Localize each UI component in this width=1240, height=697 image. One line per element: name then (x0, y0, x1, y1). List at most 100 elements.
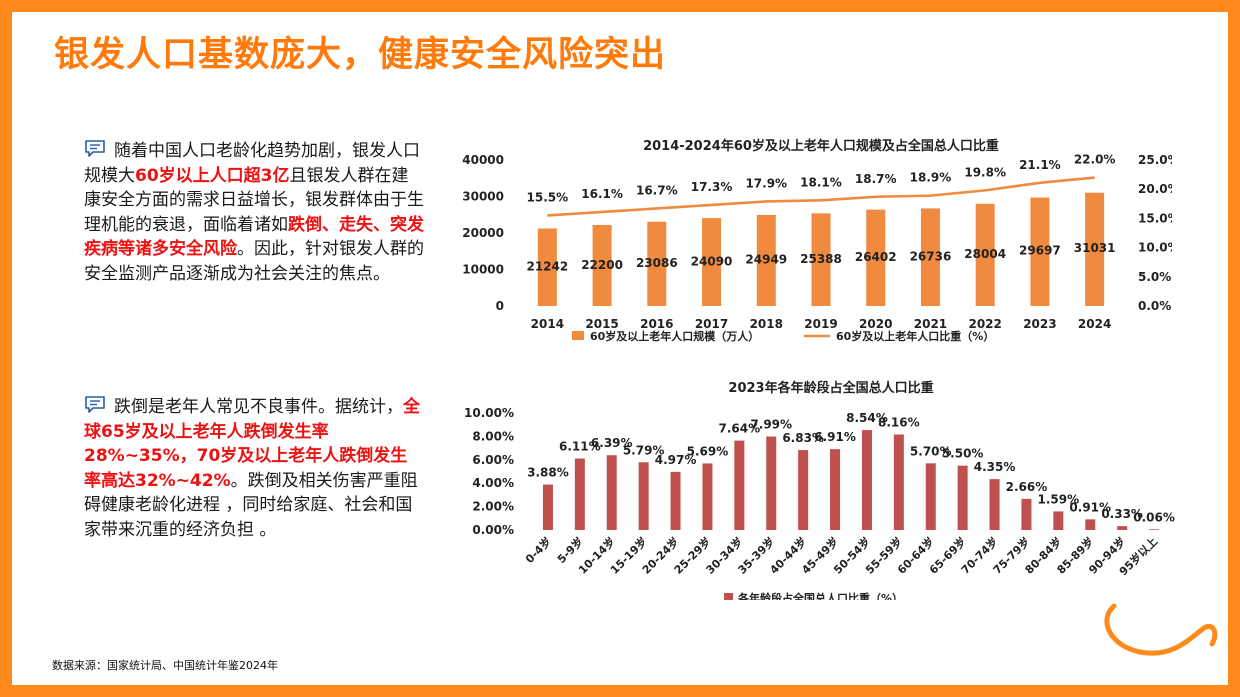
highlight-text: 全球65岁及以上老年人跌倒发生率28%~35%，70岁及以上老年人跌倒发生率高达… (84, 397, 420, 491)
x-tick-label: 2020 (859, 317, 892, 331)
highlight-text: 60岁以上人口超3亿 (135, 165, 290, 186)
y-tick-left: 40000 (462, 153, 504, 167)
body-text: 跌倒是老年人常见不良事件。据统计， (114, 397, 403, 417)
bar-data-label: 29697 (1019, 244, 1061, 258)
decorative-swoosh-icon (1104, 603, 1218, 656)
bar-data-label: 0.33% (1101, 507, 1143, 521)
bar-data-label: 31031 (1074, 241, 1116, 255)
y-tick-right: 20.0% (1138, 182, 1172, 196)
bar (957, 465, 968, 530)
chart-population-trend: 2014-2024年60岁及以上老年人口规模及占全国总人口比重 0 10000 200… (462, 138, 1172, 343)
bar (798, 450, 809, 530)
bar (606, 455, 617, 530)
chat-icon (85, 396, 105, 413)
bar-data-label: 23086 (636, 256, 678, 270)
bar (638, 462, 649, 530)
bar (1021, 498, 1032, 530)
x-tick-label: 2023 (1023, 317, 1056, 331)
bar-data-label: 0.06% (1133, 510, 1175, 524)
bar-data-label: 1.59% (1038, 492, 1080, 506)
bar (830, 449, 841, 530)
page-title: 银发人口基数庞大，健康安全风险突出 (54, 35, 667, 75)
bar (647, 221, 667, 306)
y-tick-right: 10.0% (1138, 241, 1172, 255)
x-tick-label: 2019 (804, 317, 837, 331)
bar (542, 484, 553, 530)
bar-data-label: 5.79% (623, 443, 665, 457)
legend-label-line: 60岁及以上老年人口比重（%） (836, 329, 994, 343)
bar-data-label: 24949 (745, 253, 787, 267)
bar (702, 218, 722, 306)
bar (766, 436, 777, 530)
y-tick: 10.00% (464, 406, 514, 420)
line-data-label: 15.5% (527, 190, 569, 204)
bar (989, 479, 1000, 530)
bar-data-label: 5.70% (910, 444, 952, 458)
bar-data-label: 6.39% (591, 436, 633, 450)
x-tick-label: 2021 (914, 317, 947, 331)
bar-data-label: 8.16% (878, 416, 920, 430)
bar-data-label: 24090 (691, 254, 733, 268)
y-tick: 6.00% (472, 453, 514, 467)
bar-data-label: 0.91% (1069, 500, 1111, 514)
line-data-label: 22.0% (1074, 153, 1116, 167)
paragraph-fall-risk: 跌倒是老年人常见不良事件。据统计，全球65岁及以上老年人跌倒发生率28%~35%… (84, 395, 424, 542)
body-text: 。因此，针对银发人群的安全监测产品逐渐成为社会关注的焦点。 (84, 239, 424, 284)
highlight-text: 跌倒、走失、突发疾病等诸多安全风险 (84, 214, 424, 260)
bar (1085, 192, 1105, 306)
bar (670, 471, 681, 530)
y-tick-left: 30000 (462, 190, 504, 204)
line-data-label: 17.3% (691, 180, 733, 194)
bar-data-label: 7.64% (719, 422, 761, 436)
line-data-label: 21.1% (1019, 158, 1061, 172)
bar-data-label: 7.99% (750, 418, 792, 432)
bar-data-label: 4.97% (655, 453, 697, 467)
x-tick-label: 2014 (531, 317, 564, 331)
y-tick-left: 10000 (462, 263, 504, 277)
x-tick-label: 2017 (695, 317, 728, 331)
bar (537, 228, 557, 306)
legend-swatch (724, 593, 733, 600)
bar (811, 213, 831, 306)
legend-swatch-bar (572, 331, 584, 340)
legend-label-bar: 60岁及以上老年人口规模（万人） (590, 329, 759, 343)
bar-data-label: 6.83% (782, 431, 824, 445)
y-tick-right: 0.0% (1138, 299, 1171, 313)
bar-data-label: 25388 (800, 252, 842, 266)
bar-data-label: 6.11% (559, 440, 601, 454)
bar (1149, 529, 1160, 530)
bar (756, 214, 776, 306)
x-tick-label: 2022 (968, 317, 1001, 331)
bar (592, 224, 612, 306)
y-tick-right: 25.0% (1138, 153, 1172, 167)
paragraph-aging-intro: 随着中国人口老龄化趋势加剧，银发人口规模大60岁以上人口超3亿且银发人群在建康安… (84, 139, 424, 286)
y-tick: 2.00% (472, 500, 514, 514)
bar (574, 458, 585, 530)
bar-data-label: 5.69% (687, 444, 729, 458)
bar (925, 463, 936, 530)
y-tick-left: 20000 (462, 226, 504, 240)
bar-data-label: 26402 (855, 250, 897, 264)
chart-title: 2014-2024年60岁及以上老年人口规模及占全国总人口比重 (643, 138, 999, 154)
bar-data-label: 3.88% (527, 466, 569, 480)
bar (1053, 511, 1064, 530)
y-tick: 0.00% (472, 523, 514, 537)
chart-title: 2023年各年龄段占全国总人口比重 (728, 380, 933, 396)
bar (975, 203, 995, 306)
y-tick: 8.00% (472, 429, 514, 443)
line-data-label: 18.7% (855, 172, 897, 186)
body-text: 且银发人群在建康安全方面的需求日益增长，银发群体由于生理机能的衰退，面临着诸如 (84, 165, 424, 235)
bar (734, 440, 745, 530)
y-tick: 4.00% (472, 476, 514, 490)
bar (1085, 519, 1096, 530)
legend-label: 各年龄段占全国总人口比重（%） (737, 591, 903, 600)
bar (702, 463, 713, 530)
y-tick-right: 15.0% (1138, 211, 1172, 225)
x-tick-label: 2024 (1078, 317, 1111, 331)
bar-data-label: 2.66% (1006, 480, 1048, 494)
bar (866, 209, 886, 306)
bar (1117, 526, 1128, 530)
slide: 银发人口基数庞大，健康安全风险突出 随着中国人口老龄化趋势加剧，银发人口规模大6… (12, 12, 1228, 685)
bar-data-label: 5.50% (942, 447, 984, 461)
